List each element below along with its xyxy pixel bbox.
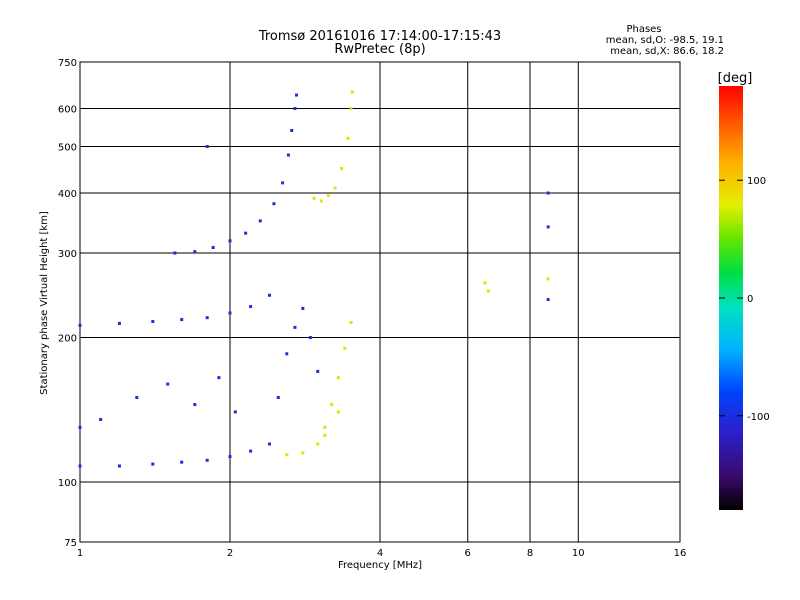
data-point bbox=[117, 321, 121, 325]
data-point bbox=[293, 107, 297, 111]
data-point bbox=[301, 306, 305, 310]
data-point bbox=[350, 90, 354, 94]
data-point bbox=[316, 442, 320, 446]
data-point bbox=[228, 455, 232, 459]
x-tick-label: 2 bbox=[227, 548, 233, 559]
grid-lines bbox=[80, 62, 680, 542]
data-point bbox=[193, 403, 197, 407]
data-point bbox=[312, 196, 316, 200]
data-point bbox=[285, 453, 289, 457]
data-point bbox=[267, 442, 271, 446]
phases-x-stats: mean, sd,X: 86.6, 18.2 bbox=[610, 46, 724, 57]
data-point bbox=[249, 305, 253, 309]
x-tick-label: 6 bbox=[465, 548, 471, 559]
chart-subtitle: RwPretec (8p) bbox=[334, 42, 425, 57]
data-point bbox=[249, 449, 253, 453]
y-tick-label: 500 bbox=[58, 143, 77, 154]
data-point bbox=[205, 316, 209, 320]
data-point bbox=[228, 239, 232, 243]
colorbar-tick-label: 0 bbox=[747, 294, 753, 305]
data-point bbox=[340, 166, 344, 170]
data-point bbox=[205, 458, 209, 462]
data-point bbox=[99, 417, 103, 421]
data-point bbox=[343, 346, 347, 350]
x-tick-label: 1 bbox=[77, 548, 83, 559]
colorbar-ticks: 100 0 -100 bbox=[719, 176, 770, 423]
data-point bbox=[173, 251, 177, 255]
data-point bbox=[326, 194, 330, 198]
data-point bbox=[151, 462, 155, 466]
data-point bbox=[205, 145, 209, 149]
data-point bbox=[228, 311, 232, 315]
data-point bbox=[166, 382, 170, 386]
x-tick-label: 10 bbox=[572, 548, 585, 559]
data-point bbox=[217, 376, 221, 380]
data-point bbox=[336, 410, 340, 414]
data-point bbox=[546, 225, 550, 229]
data-point bbox=[78, 425, 82, 429]
data-point bbox=[78, 323, 82, 327]
data-point bbox=[483, 281, 487, 285]
colorbar-label: [deg] bbox=[718, 71, 753, 86]
data-point bbox=[117, 464, 121, 468]
data-point bbox=[151, 319, 155, 323]
colorbar-tick-label: 100 bbox=[747, 176, 766, 187]
data-point bbox=[211, 246, 215, 250]
data-point bbox=[333, 186, 337, 190]
data-point bbox=[258, 219, 262, 223]
x-axis-label: Frequency [MHz] bbox=[338, 560, 422, 571]
data-point bbox=[281, 181, 285, 185]
y-tick-label: 200 bbox=[58, 334, 77, 345]
chart-title: Tromsø 20161016 17:14:00-17:15:43 bbox=[258, 29, 501, 44]
data-point bbox=[546, 298, 550, 302]
axis-ticks: 1 2 4 6 8 10 16 75 100 200 300 400 500 600 750 bbox=[58, 58, 686, 559]
data-point bbox=[244, 231, 248, 235]
data-point bbox=[180, 318, 184, 322]
data-point bbox=[267, 293, 271, 297]
x-tick-label: 16 bbox=[674, 548, 687, 559]
data-point bbox=[349, 107, 353, 111]
data-point bbox=[546, 191, 550, 195]
data-point bbox=[193, 250, 197, 254]
phases-header: Phases bbox=[626, 24, 661, 35]
x-tick-label: 4 bbox=[377, 548, 383, 559]
data-point bbox=[349, 320, 353, 324]
data-point bbox=[78, 464, 82, 468]
data-point bbox=[323, 425, 327, 429]
data-point bbox=[323, 434, 327, 438]
data-point bbox=[308, 336, 312, 340]
y-tick-label: 750 bbox=[58, 58, 77, 69]
y-tick-label: 600 bbox=[58, 105, 77, 116]
y-tick-label: 75 bbox=[64, 538, 77, 549]
data-point bbox=[336, 376, 340, 380]
data-point bbox=[233, 410, 237, 414]
data-point bbox=[290, 128, 294, 132]
data-point bbox=[316, 369, 320, 373]
data-point bbox=[285, 352, 289, 356]
x-tick-label: 8 bbox=[527, 548, 533, 559]
y-axis-label: Stationary phase Virtual Height [km] bbox=[39, 211, 50, 395]
data-point bbox=[546, 277, 550, 281]
phases-o-stats: mean, sd,O: -98.5, 19.1 bbox=[606, 35, 724, 46]
data-point bbox=[330, 403, 334, 407]
data-point bbox=[301, 451, 305, 455]
data-point bbox=[319, 199, 323, 203]
data-point bbox=[276, 396, 280, 400]
y-tick-label: 400 bbox=[58, 189, 77, 200]
data-point bbox=[295, 93, 299, 97]
data-point bbox=[346, 136, 350, 140]
data-points bbox=[78, 90, 550, 468]
data-point bbox=[286, 153, 290, 157]
data-point bbox=[486, 289, 490, 293]
data-point bbox=[272, 202, 276, 206]
data-point bbox=[293, 325, 297, 329]
data-point bbox=[180, 460, 184, 464]
colorbar-tick-label: -100 bbox=[747, 412, 770, 423]
y-tick-label: 300 bbox=[58, 249, 77, 260]
data-point bbox=[135, 396, 139, 400]
y-tick-label: 100 bbox=[58, 478, 77, 489]
